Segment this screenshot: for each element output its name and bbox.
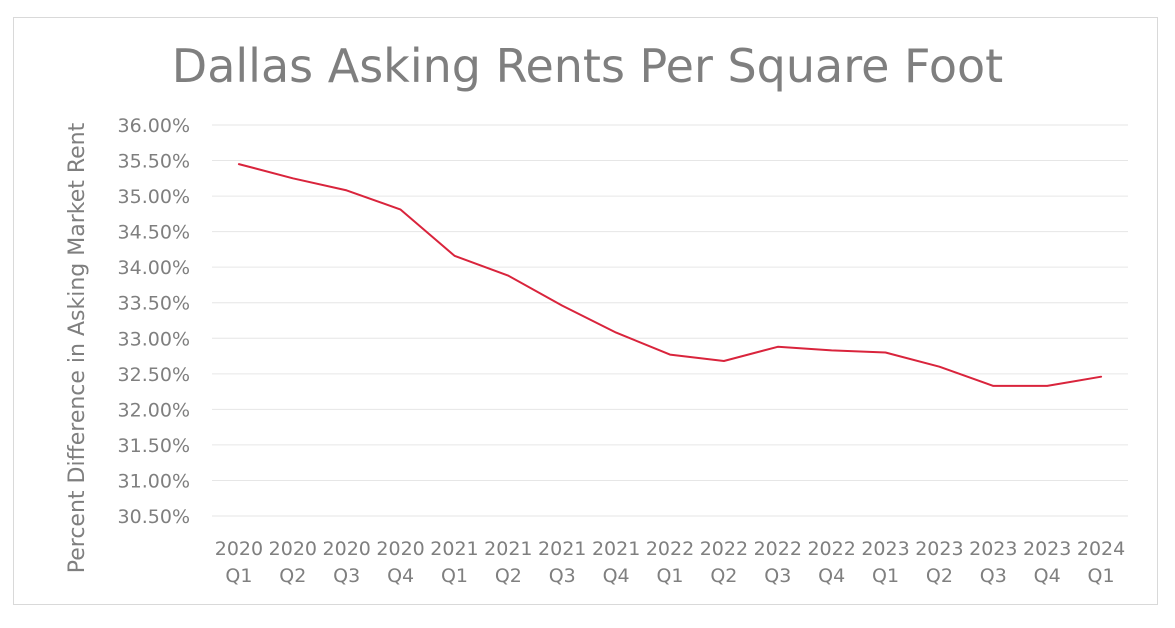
series-line [237, 163, 1103, 387]
x-tick-quarter: Q3 [333, 565, 360, 587]
x-tick-quarter: Q4 [1034, 565, 1061, 587]
y-tick-label: 33.00% [118, 328, 190, 350]
x-tick-quarter: Q1 [872, 565, 899, 587]
x-tick-quarter: Q4 [818, 565, 845, 587]
y-tick-label: 31.50% [118, 435, 190, 457]
y-tick-label: 30.50% [118, 506, 190, 528]
series [237, 163, 1103, 387]
x-tick-year: 2020 [376, 538, 424, 560]
x-tick-year: 2023 [915, 538, 963, 560]
chart-title: Dallas Asking Rents Per Square Foot [171, 39, 1004, 93]
x-tick-year: 2022 [646, 538, 694, 560]
x-axis-ticks: 2020 Q1 2020 Q2 2020 Q3 2020 Q4 2021 Q1 2021 Q2 2021… [215, 538, 1125, 587]
y-tick-label: 31.00% [118, 470, 190, 492]
x-tick-year: 2020 [215, 538, 263, 560]
x-tick-quarter: Q1 [656, 565, 683, 587]
x-tick-year: 2023 [969, 538, 1017, 560]
x-tick-quarter: Q2 [279, 565, 306, 587]
x-tick-year: 2022 [754, 538, 802, 560]
x-tick-quarter: Q4 [387, 565, 414, 587]
x-tick-quarter: Q1 [441, 565, 468, 587]
y-tick-label: 33.50% [118, 293, 190, 315]
x-tick-year: 2020 [323, 538, 371, 560]
x-tick-year: 2021 [538, 538, 586, 560]
y-tick-label: 35.00% [118, 186, 190, 208]
gridlines [212, 124, 1128, 517]
x-tick-year: 2022 [807, 538, 855, 560]
x-tick-year: 2023 [1023, 538, 1071, 560]
y-tick-label: 36.00% [118, 115, 190, 137]
x-tick-quarter: Q2 [495, 565, 522, 587]
x-tick-year: 2021 [592, 538, 640, 560]
y-axis-ticks: 36.00% 35.50% 35.00% 34.50% 34.00% 33.50% 33.0… [118, 115, 190, 528]
x-tick-year: 2021 [430, 538, 478, 560]
y-tick-label: 34.50% [118, 222, 190, 244]
x-tick-quarter: Q1 [225, 565, 252, 587]
y-tick-label: 34.00% [118, 257, 190, 279]
y-tick-label: 35.50% [118, 151, 190, 173]
x-tick-quarter: Q3 [549, 565, 576, 587]
x-tick-quarter: Q1 [1088, 565, 1115, 587]
x-tick-quarter: Q3 [764, 565, 791, 587]
x-tick-year: 2023 [861, 538, 909, 560]
x-tick-quarter: Q3 [980, 565, 1007, 587]
x-tick-quarter: Q2 [710, 565, 737, 587]
y-tick-label: 32.50% [118, 364, 190, 386]
chart-area [13, 17, 1158, 605]
x-tick-quarter: Q4 [603, 565, 630, 587]
x-tick-year: 2024 [1077, 538, 1125, 560]
x-tick-year: 2021 [484, 538, 532, 560]
x-tick-quarter: Q2 [926, 565, 953, 587]
x-tick-year: 2022 [700, 538, 748, 560]
x-tick-year: 2020 [269, 538, 317, 560]
y-tick-label: 32.00% [118, 399, 190, 421]
